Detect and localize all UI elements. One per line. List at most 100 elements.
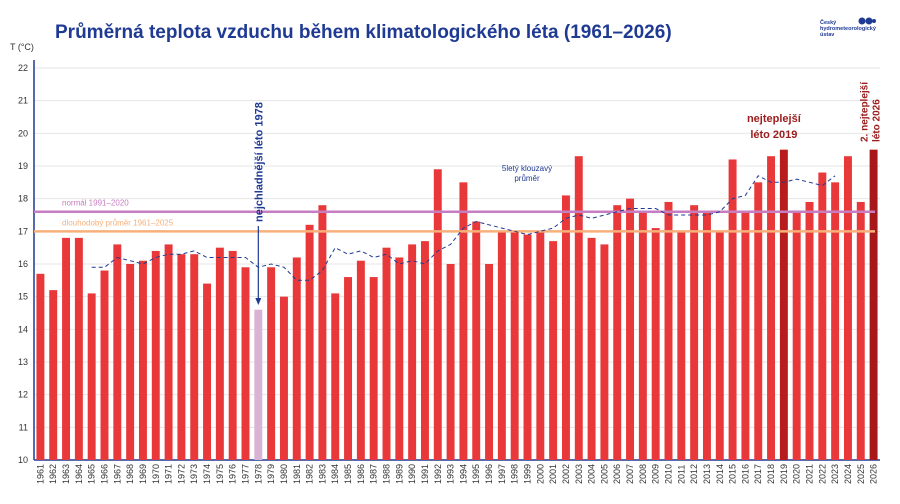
bar-1988 (382, 247, 391, 460)
x-tick-label: 2023 (830, 464, 840, 484)
x-tick-label: 2024 (843, 464, 853, 484)
chart-title: Průměrná teplota vzduchu během klimatolo… (55, 22, 672, 43)
x-tick-label: 2020 (792, 464, 802, 484)
x-tick-label: 1993 (446, 464, 456, 484)
x-tick-label: 2005 (599, 464, 609, 484)
x-tick-label: 1983 (317, 464, 327, 484)
y-tick-label: 11 (19, 422, 28, 432)
annotation-warmest: nejteplejší (747, 113, 802, 125)
y-tick-label: 10 (18, 455, 28, 465)
annotation-coldest: nejchladnější léto 1978 (253, 102, 265, 222)
x-tick-label: 2021 (805, 464, 815, 484)
bar-1982 (305, 224, 314, 460)
bar-2011 (677, 231, 686, 460)
bar-2004 (587, 237, 596, 460)
x-tick-label: 1974 (202, 464, 212, 484)
chmu-logo: Český hydrometeorologický ústav (820, 14, 890, 44)
x-tick-label: 2008 (638, 464, 648, 484)
bar-1994 (459, 182, 468, 461)
x-tick-label: 1969 (138, 464, 148, 484)
x-tick-label: 1986 (356, 464, 366, 484)
x-tick-label: 1962 (48, 464, 58, 484)
bar-1997 (497, 231, 506, 460)
annotation-arrowhead (255, 298, 262, 305)
reference-line-label: normál 1991–2020 (62, 199, 129, 208)
reference-line-label: dlouhodobý průměr 1961–2025 (62, 218, 174, 227)
bar-1986 (356, 260, 365, 460)
x-tick-label: 1999 (523, 464, 533, 484)
x-tick-label: 1987 (369, 464, 379, 484)
bar-2010 (664, 201, 673, 460)
x-tick-label: 1994 (458, 464, 468, 484)
bar-2001 (549, 241, 558, 460)
y-tick-label: 21 (18, 96, 28, 106)
bar-1985 (344, 277, 353, 460)
x-tick-label: 2022 (817, 464, 827, 484)
x-tick-label: 1995 (471, 464, 481, 484)
bar-2021 (805, 201, 814, 460)
logo-dots-icon (858, 17, 876, 25)
x-tick-label: 1996 (484, 464, 494, 484)
bar-1981 (292, 257, 301, 460)
bar-1979 (267, 267, 276, 460)
x-tick-label: 2012 (689, 464, 699, 484)
x-tick-label: 1982 (305, 464, 315, 484)
x-tick-label: 1980 (279, 464, 289, 484)
x-tick-label: 2015 (728, 464, 738, 484)
bar-1980 (279, 296, 288, 460)
bar-1974 (203, 283, 212, 460)
x-tick-label: 1963 (61, 464, 71, 484)
x-tick-label: 2000 (535, 464, 545, 484)
bar-1977 (241, 267, 250, 460)
bar-1966 (100, 270, 109, 460)
bar-2000 (536, 231, 545, 460)
x-tick-label: 1984 (330, 464, 340, 484)
y-tick-label: 12 (18, 390, 28, 400)
bar-2016 (741, 211, 750, 460)
x-tick-label: 2017 (753, 464, 763, 484)
x-tick-label: 1965 (87, 464, 97, 484)
x-tick-label: 1978 (253, 464, 263, 484)
x-tick-label: 2011 (676, 465, 686, 484)
y-tick-label: 18 (18, 194, 28, 204)
x-tick-label: 1989 (394, 464, 404, 484)
x-tick-label: 1968 (125, 464, 135, 484)
x-tick-label: 2006 (612, 464, 622, 484)
bar-2024 (843, 156, 852, 460)
annotation-second-warmest: léto 2026 (872, 99, 883, 142)
bar-2008 (638, 211, 647, 460)
x-tick-label: 2003 (574, 464, 584, 484)
bar-2022 (818, 172, 827, 461)
bar-1978 (254, 309, 263, 460)
bar-1992 (433, 169, 442, 460)
bar-2018 (767, 156, 776, 460)
bar-1971 (164, 244, 173, 460)
y-tick-label: 17 (18, 226, 28, 236)
bar-1984 (331, 293, 340, 460)
bar-1989 (395, 257, 404, 460)
bar-1990 (408, 244, 417, 460)
bar-1968 (126, 264, 135, 460)
bar-2006 (613, 205, 622, 460)
moving-average-label: průměr (514, 174, 540, 183)
x-tick-label: 1961 (35, 464, 45, 484)
x-tick-label: 1971 (164, 464, 174, 484)
x-tick-label: 1973 (189, 464, 199, 484)
bar-1969 (138, 260, 147, 460)
bar-1964 (74, 237, 83, 460)
x-tick-label: 2009 (651, 464, 661, 484)
bar-2015 (728, 159, 737, 460)
bar-2025 (856, 201, 865, 460)
x-tick-label: 1964 (74, 464, 84, 484)
bar-2012 (690, 205, 699, 460)
y-tick-label: 13 (18, 357, 28, 367)
bar-1970 (151, 250, 160, 460)
bar-1967 (113, 244, 122, 460)
x-tick-label: 1990 (407, 464, 417, 484)
x-tick-label: 1985 (343, 464, 353, 484)
annotation-warmest: léto 2019 (750, 129, 797, 141)
x-tick-label: 1966 (100, 464, 110, 484)
x-tick-label: 1998 (510, 464, 520, 484)
x-tick-label: 1972 (176, 464, 186, 484)
